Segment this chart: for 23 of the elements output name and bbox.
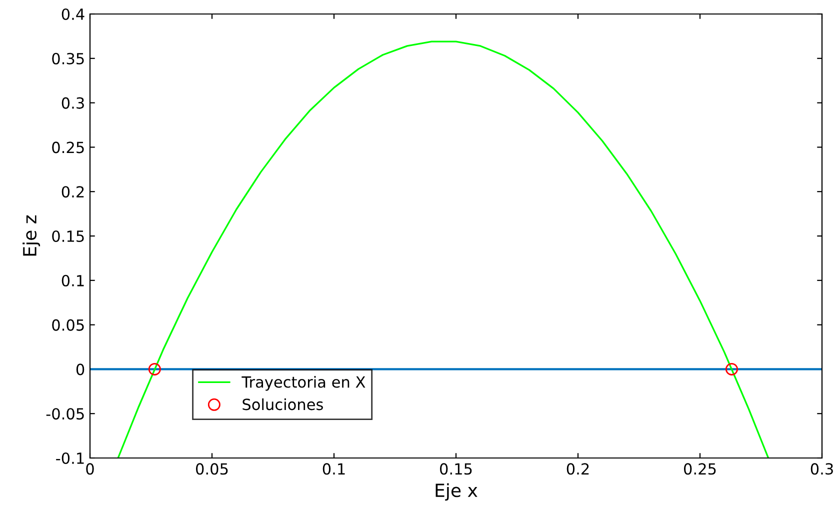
legend-label: Soluciones xyxy=(242,398,323,410)
x-tick-label: 0.2 xyxy=(566,463,589,475)
x-tick-label: 0.25 xyxy=(684,463,716,475)
y-tick-label: 0.1 xyxy=(62,274,84,286)
legend-label: Trayectoria en X xyxy=(242,376,366,391)
y-tick-label: -0.05 xyxy=(46,408,84,420)
y-tick-label: 0.15 xyxy=(52,230,84,242)
y-axis-title: Eje z xyxy=(22,215,40,256)
y-tick-label: 0.4 xyxy=(62,8,84,20)
x-tick-label: 0.3 xyxy=(810,463,833,475)
x-tick-label: 0.15 xyxy=(440,463,472,475)
x-axis-title: Eje x xyxy=(436,483,478,501)
x-tick-label: 0 xyxy=(86,463,94,475)
y-tick-label: 0.2 xyxy=(62,186,84,198)
y-tick-label: 0.35 xyxy=(52,52,84,64)
line-series xyxy=(117,40,770,458)
y-tick-label: 0.25 xyxy=(52,142,84,154)
x-tick-label: 0.05 xyxy=(196,463,228,475)
x-tick-label: 0.1 xyxy=(322,463,345,475)
y-tick-label: -0.1 xyxy=(56,452,84,464)
y-tick-label: 0 xyxy=(76,364,84,376)
y-tick-label: 0.05 xyxy=(52,319,84,331)
y-tick-label: 0.3 xyxy=(62,97,84,109)
